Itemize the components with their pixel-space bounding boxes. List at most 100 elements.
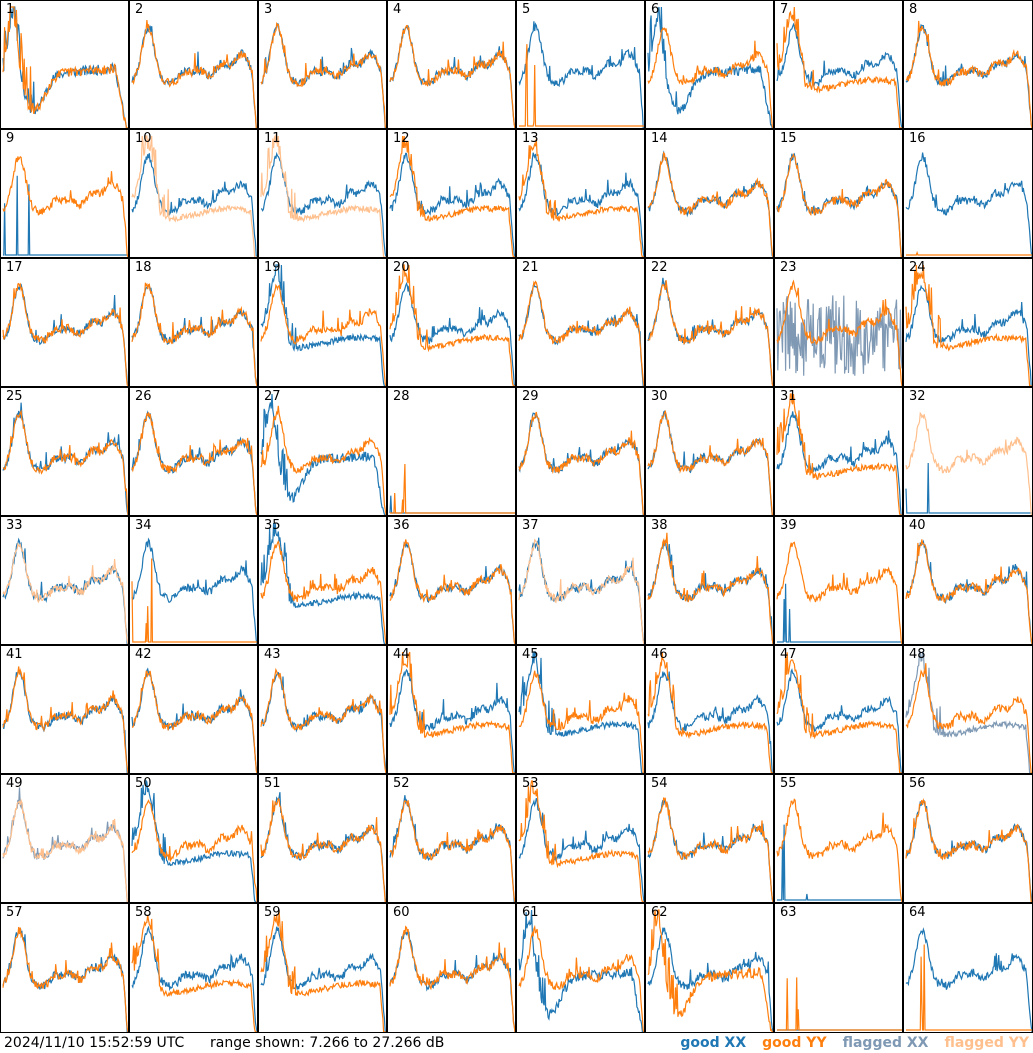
series-yy-line: [389, 264, 515, 386]
panel-label: 18: [135, 260, 152, 275]
series-yy-line: [131, 914, 257, 1032]
spectrum-plot: [260, 393, 386, 515]
spectrum-panel-58: 58: [129, 903, 258, 1033]
panel-label: 43: [264, 647, 281, 662]
series-xx-line: [518, 798, 644, 902]
spectrum-plot: [518, 138, 644, 257]
spectrum-plot: [260, 21, 386, 128]
series-yy-line: [776, 152, 902, 257]
series-xx-line: [131, 667, 257, 773]
panel-label: 26: [135, 389, 152, 404]
series-xx-line: [2, 6, 128, 128]
spectrum-plot: [389, 135, 515, 257]
series-yy-line: [647, 651, 773, 773]
legend-flagged-yy: flagged YY: [944, 1035, 1029, 1051]
series-yy-line: [518, 411, 644, 515]
panel-label: 30: [651, 389, 668, 404]
spectrum-plot: [518, 537, 644, 644]
series-yy-line: [776, 652, 902, 773]
panel-label: 31: [780, 389, 797, 404]
panel-label: 59: [264, 905, 281, 920]
spectrum-panel-30: 30: [645, 387, 774, 516]
panel-label: 13: [522, 131, 539, 146]
series-yy-line: [777, 977, 902, 1031]
spectrum-panel-38: 38: [645, 516, 774, 645]
spectrum-plot: [518, 280, 644, 386]
spectrum-plot: [905, 20, 1032, 128]
panel-label: 3: [264, 2, 273, 17]
panel-label: 50: [135, 776, 152, 791]
series-yy-line: [776, 798, 902, 902]
series-xx-line: [260, 926, 386, 1032]
series-yy-line: [389, 135, 515, 257]
spectrum-plot: [905, 927, 1032, 1032]
series-yy-line: [647, 797, 773, 902]
panel-label: 7: [780, 2, 789, 17]
spectrum-plot: [260, 264, 386, 386]
panel-label: 23: [780, 260, 797, 275]
spectrum-plot: [131, 410, 257, 515]
series-yy-line: [906, 250, 1032, 256]
series-yy-line: [2, 409, 128, 515]
panel-label: 17: [6, 260, 23, 275]
panel-label: 46: [651, 647, 668, 662]
spectrum-panel-5: 5: [516, 0, 645, 129]
spectrum-plot: [647, 277, 773, 386]
legend-good-xx: good XX: [680, 1035, 747, 1051]
series-yy-line: [905, 411, 1032, 515]
panel-label: 11: [264, 131, 281, 146]
series-yy-line: [389, 24, 515, 128]
series-yy-line: [389, 925, 515, 1032]
panel-label: 25: [6, 389, 23, 404]
panel-label: 6: [651, 2, 660, 17]
series-yy-line: [905, 264, 1032, 386]
spectrum-plot: [2, 666, 128, 773]
series-xx-line: [131, 153, 257, 257]
series-xx-line: [131, 284, 257, 386]
spectrum-plot: [260, 134, 386, 257]
spectrum-panel-7: 7: [774, 0, 903, 129]
series-xx-line: [647, 410, 773, 515]
spectrum-panel-61: 61: [516, 903, 645, 1033]
spectrum-panel-37: 37: [516, 516, 645, 645]
panel-label: 58: [135, 905, 152, 920]
series-xx-line: [260, 393, 386, 515]
series-yy-line: [2, 542, 128, 644]
spectrum-plot: [518, 411, 644, 515]
series-xx-line: [777, 824, 902, 901]
series-yy-line: [390, 463, 515, 514]
spectrum-panel-48: 48: [903, 645, 1033, 774]
series-yy-line: [905, 798, 1032, 902]
spectrum-panel-24: 24: [903, 258, 1033, 387]
series-yy-line: [647, 532, 773, 644]
series-xx-line: [647, 799, 773, 902]
panel-label: 20: [393, 260, 410, 275]
series-xx-line: [260, 151, 386, 257]
series-yy-line: [906, 944, 1032, 1031]
panel-label: 52: [393, 776, 410, 791]
series-xx-line: [389, 929, 515, 1032]
series-yy-line: [647, 151, 773, 257]
series-yy-line: [518, 138, 644, 257]
series-xx-line: [2, 669, 128, 773]
series-yy-line: [260, 134, 386, 257]
spectrum-panel-27: 27: [258, 387, 387, 516]
series-yy-line: [776, 279, 902, 386]
panel-label: 33: [6, 518, 23, 533]
series-yy-line: [518, 780, 644, 902]
series-yy-line: [776, 541, 902, 644]
panel-label: 55: [780, 776, 797, 791]
spectrum-panel-50: 50: [129, 774, 258, 903]
spectrum-panel-19: 19: [258, 258, 387, 387]
series-xx-line: [647, 277, 773, 386]
series-yy-line: [647, 27, 773, 128]
spectrum-panel-41: 41: [0, 645, 129, 774]
spectrum-panel-29: 29: [516, 387, 645, 516]
series-xx-line: [647, 6, 773, 128]
series-xx-line: [518, 651, 644, 773]
spectrum-panel-64: 64: [903, 903, 1033, 1033]
spectrum-plot: [647, 532, 773, 644]
spectrum-plot: [777, 977, 902, 1031]
spectrum-panel-13: 13: [516, 129, 645, 258]
spectrum-plot: [260, 792, 386, 902]
